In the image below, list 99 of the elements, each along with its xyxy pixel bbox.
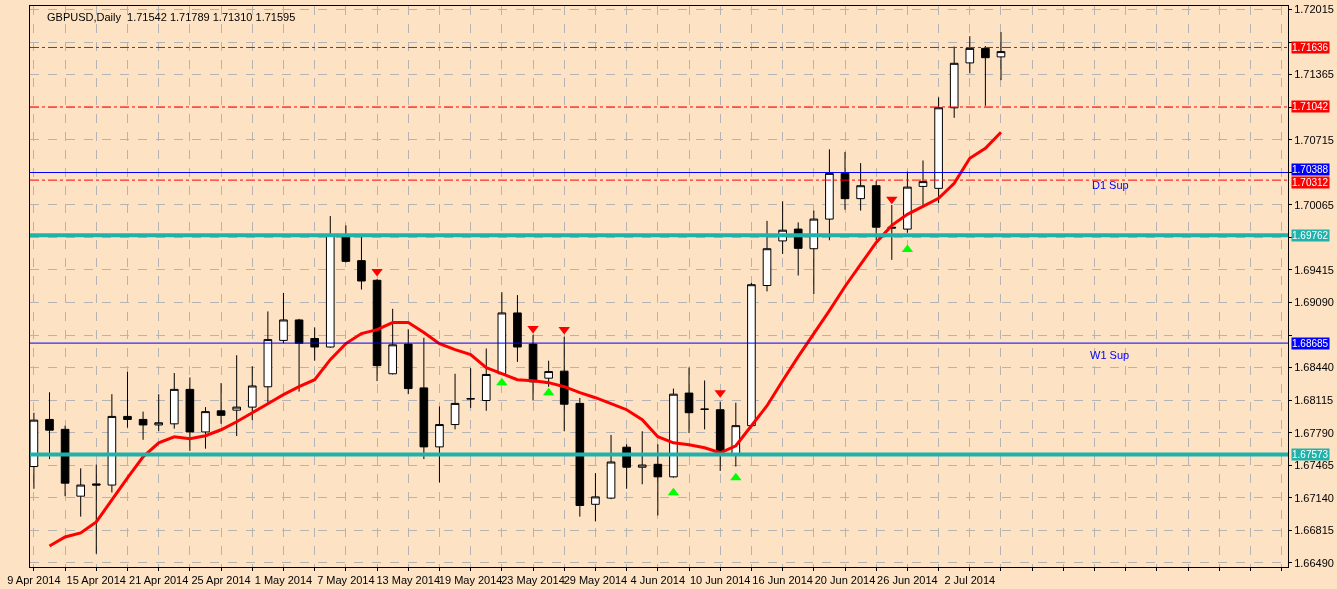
y-tick-label: 1.68440 xyxy=(1294,361,1334,374)
y-tick-label: 1.72015 xyxy=(1294,3,1334,16)
candlestick xyxy=(435,405,444,483)
candlestick xyxy=(684,366,694,434)
candlestick xyxy=(403,328,413,395)
y-tick-label: 1.67465 xyxy=(1294,459,1334,472)
candlestick xyxy=(263,310,273,404)
candlestick xyxy=(544,360,553,388)
x-tick-label: 4 Jun 2014 xyxy=(630,574,686,587)
candlestick xyxy=(669,388,678,479)
candlestick xyxy=(154,393,164,432)
candlestick xyxy=(981,45,990,107)
candlestick xyxy=(279,292,288,344)
point xyxy=(730,472,742,481)
candlestick xyxy=(107,393,117,493)
candlestick xyxy=(294,318,304,393)
candlestick xyxy=(481,348,491,412)
candlestick xyxy=(637,430,647,485)
candlestick xyxy=(341,224,351,263)
x-tick-label: 7 May 2014 xyxy=(317,574,375,587)
y-tick-label: 1.66490 xyxy=(1294,556,1334,569)
candlestick xyxy=(715,401,725,472)
x-tick-label: 13 May 2014 xyxy=(376,574,441,587)
candlestick xyxy=(419,337,429,460)
annotation: W1 Sup xyxy=(1090,349,1130,361)
candlestick xyxy=(949,46,959,119)
candlestick xyxy=(825,148,834,241)
ref-line-label: 1.71042 xyxy=(1292,101,1329,112)
x-tick-label: 1 May 2014 xyxy=(254,574,313,587)
y-tick-label: 1.67790 xyxy=(1294,426,1334,439)
candlestick xyxy=(918,159,928,207)
candlestick xyxy=(528,334,538,401)
point xyxy=(496,377,508,386)
candlestick xyxy=(762,220,772,292)
y-tick-label: 1.71365 xyxy=(1294,68,1334,81)
y-tick-label: 1.68115 xyxy=(1294,394,1334,407)
y-tick-label: 1.70715 xyxy=(1294,133,1334,146)
candlestick xyxy=(357,236,366,291)
candlestick xyxy=(559,336,569,432)
candlestick xyxy=(591,472,600,522)
candlestick xyxy=(996,31,1006,81)
candlestick xyxy=(201,406,210,450)
candlestick xyxy=(60,425,70,497)
x-tick-label: 26 Jun 2014 xyxy=(877,574,938,587)
x-tick-label: 21 Apr 2014 xyxy=(129,574,189,587)
candlestick xyxy=(466,367,475,409)
x-tick-label: 16 Jun 2014 xyxy=(752,574,813,587)
candlestick xyxy=(169,372,179,430)
candlestick xyxy=(840,151,850,211)
x-tick-label: 29 May 2014 xyxy=(563,574,628,587)
x-tick-label: 23 May 2014 xyxy=(501,574,565,587)
candlestick xyxy=(123,371,132,429)
candlestick xyxy=(388,308,397,375)
candlestick xyxy=(216,382,226,425)
x-tick-label: 19 May 2014 xyxy=(438,574,503,587)
candlestick xyxy=(934,96,943,204)
candlestick xyxy=(497,291,507,375)
candlestick xyxy=(575,397,585,518)
y-tick-label: 1.69415 xyxy=(1294,263,1334,276)
candlestick xyxy=(45,391,54,460)
candlestick xyxy=(700,379,709,430)
candlestick xyxy=(903,171,912,234)
candlestick xyxy=(887,204,897,261)
candlestick xyxy=(76,467,86,518)
ref-line-label: 1.68685 xyxy=(1292,338,1329,349)
candlestick xyxy=(606,434,616,500)
y-tick-label: 1.66815 xyxy=(1294,524,1334,537)
point xyxy=(886,196,898,205)
ref-line-label: 1.71636 xyxy=(1292,42,1329,53)
candlestick xyxy=(450,373,460,430)
candlestick xyxy=(325,215,335,349)
ref-line-label: 1.70388 xyxy=(1292,164,1329,175)
point xyxy=(371,268,383,277)
ref-line-label: 1.67573 xyxy=(1292,449,1329,460)
candlestick xyxy=(965,35,975,74)
x-tick-label: 25 Apr 2014 xyxy=(191,574,251,587)
x-tick-label: 20 Jun 2014 xyxy=(814,574,876,587)
x-tick-label: 10 Jun 2014 xyxy=(689,574,751,587)
ref-line-label: 1.70312 xyxy=(1292,177,1329,188)
annotation: D1 Sup xyxy=(1092,179,1129,191)
x-tick-label: 15 Apr 2014 xyxy=(66,574,126,587)
candlestick xyxy=(372,278,382,382)
chart-title: GBPUSD,Daily 1.71542 1.71789 1.71310 1.71595 xyxy=(47,11,296,23)
candlestick xyxy=(747,282,756,427)
x-tick-label: 2 Jul 2014 xyxy=(944,574,996,587)
candlestick xyxy=(871,180,881,241)
candlestick xyxy=(856,162,865,212)
candlestick xyxy=(185,376,195,452)
y-tick-label: 1.69090 xyxy=(1294,296,1334,309)
y-tick-label: 1.70065 xyxy=(1294,198,1334,211)
candlestick xyxy=(232,354,241,437)
candlestick xyxy=(91,464,101,555)
y-tick-label: 1.67140 xyxy=(1294,491,1334,504)
candlestick xyxy=(513,294,522,363)
candlestick xyxy=(247,365,257,421)
ref-line-label: 1.69762 xyxy=(1292,230,1329,241)
candlestick xyxy=(653,443,663,517)
candlestick xyxy=(138,411,148,441)
x-tick-label: 9 Apr 2014 xyxy=(7,574,61,587)
